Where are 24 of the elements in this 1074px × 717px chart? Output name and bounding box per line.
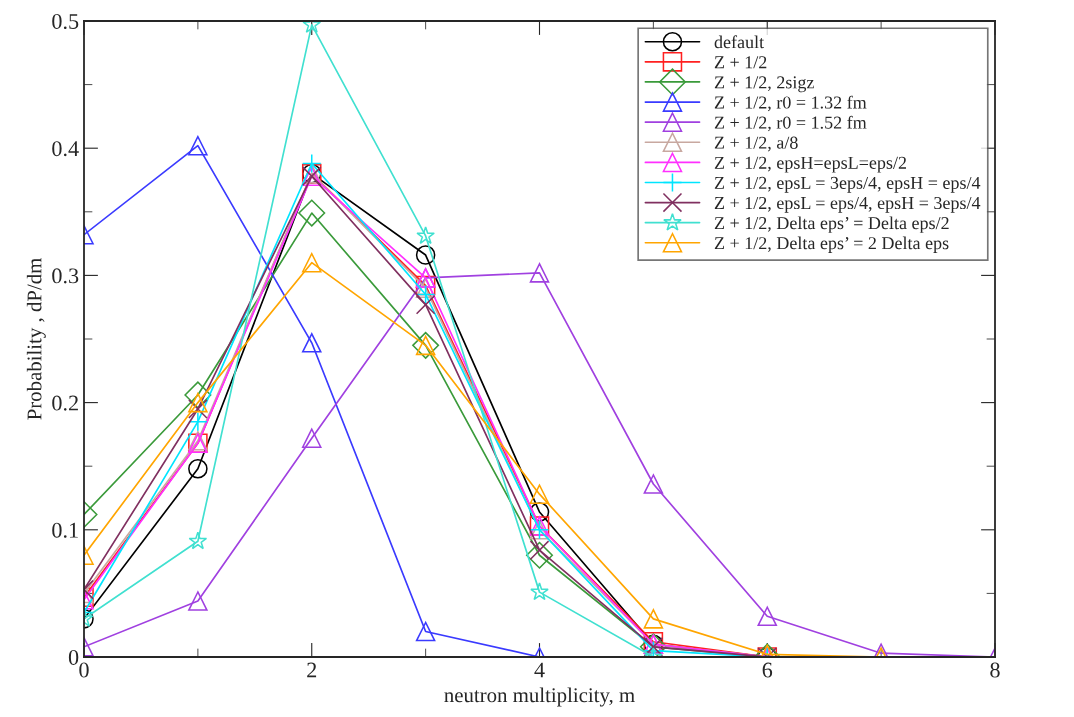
legend-label: Z + 1/2, r0 = 1.32 fm <box>714 95 867 112</box>
legend-label: Z + 1/2, epsL = 3eps/4, epsH = eps/4 <box>714 176 981 193</box>
legend-label: Z + 1/2, epsH=epsL=eps/2 <box>714 156 907 173</box>
x-tick-label: 2 <box>307 662 317 678</box>
y-tick-label: 0.3 <box>52 268 79 284</box>
legend-label: Z + 1/2, 2sigz <box>714 76 814 93</box>
x-axis-title: neutron multiplicity, m <box>444 687 635 707</box>
legend-label: Z + 1/2, r0 = 1.52 fm <box>714 115 867 132</box>
x-tick-label: 8 <box>990 662 1000 678</box>
legend-label: Z + 1/2, epsL = eps/4, epsH = 3eps/4 <box>714 196 981 213</box>
legend-label: Z + 1/2 <box>714 56 767 69</box>
legend-label: Z + 1/2, Delta eps’ = 2 Delta eps <box>714 236 949 253</box>
x-tick-label: 6 <box>762 662 773 678</box>
y-tick-label: 0.2 <box>52 395 78 411</box>
y-tick-label: 0.5 <box>52 13 79 30</box>
x-tick-label: 0 <box>79 662 89 678</box>
legend-label: default <box>714 35 765 49</box>
y-tick-label: 0.1 <box>52 522 78 538</box>
legend-label: Z + 1/2, Delta eps’ = Delta eps/2 <box>714 216 949 233</box>
x-tick-label: 4 <box>534 662 545 678</box>
y-axis-title: Probability , dP/dm <box>26 258 46 420</box>
legend-label: Z + 1/2, a/8 <box>714 136 798 152</box>
y-tick-label: 0.4 <box>52 141 79 157</box>
y-tick-label: 0 <box>68 649 79 665</box>
